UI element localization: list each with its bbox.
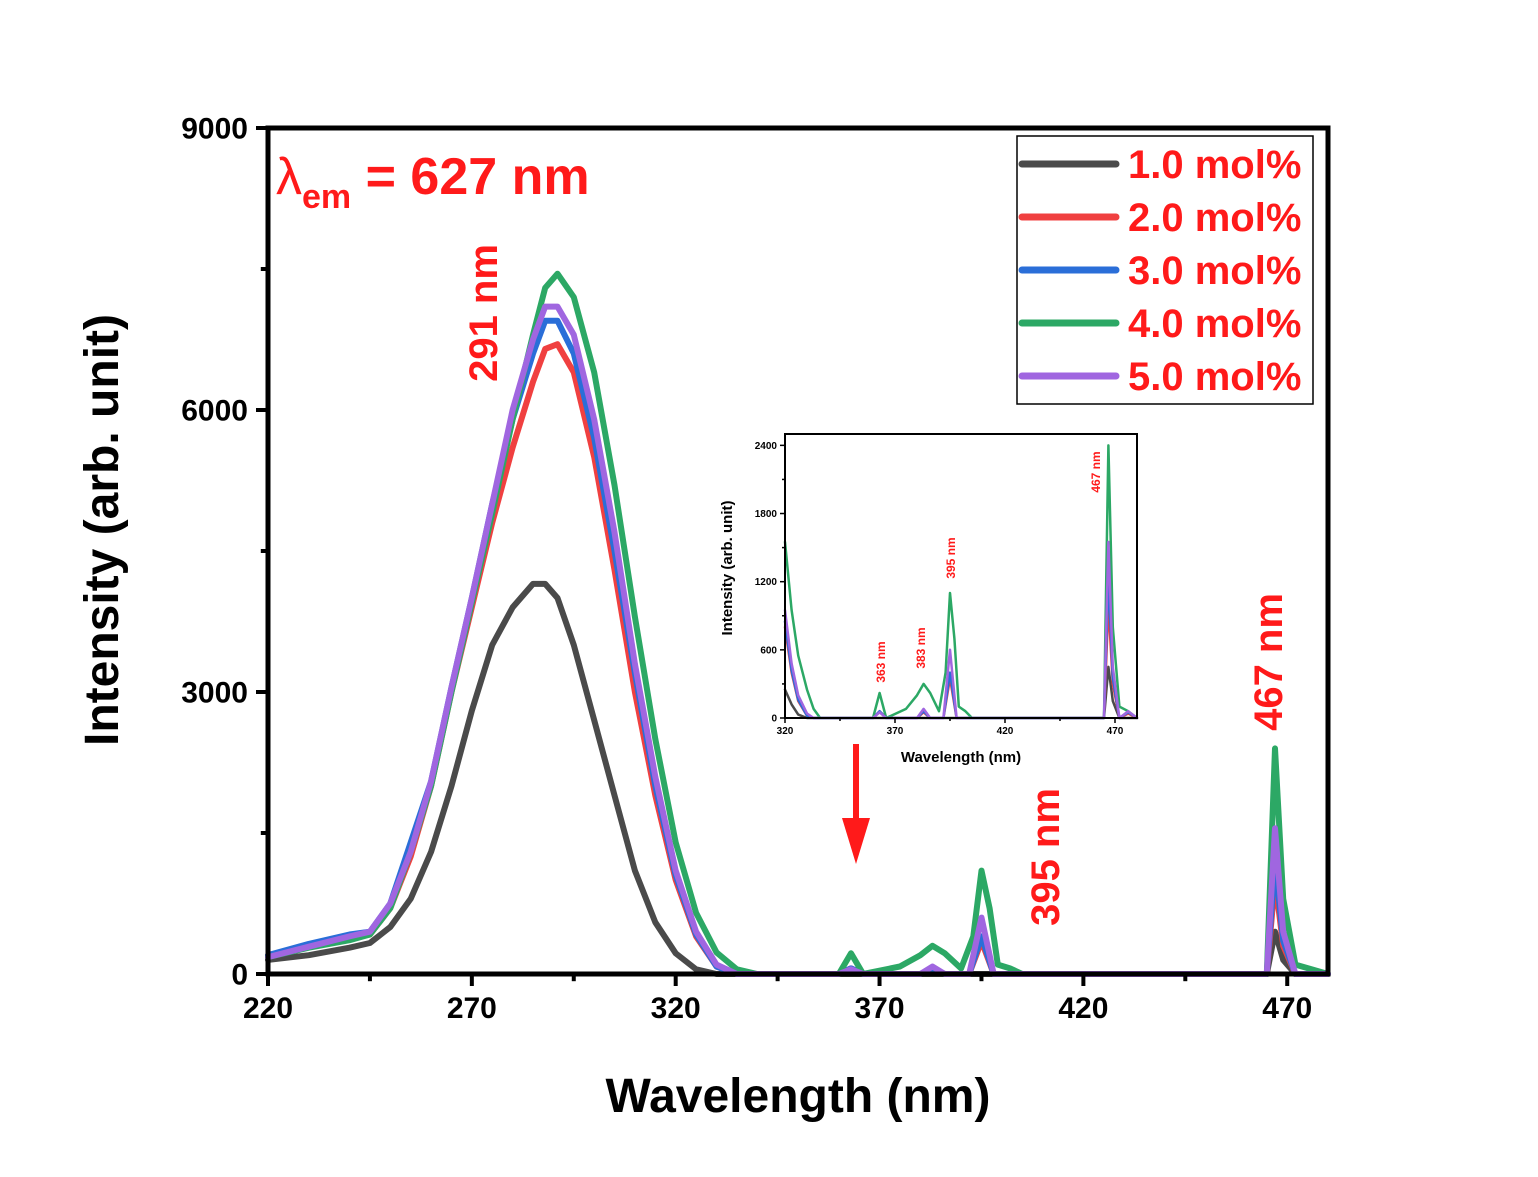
inset-peak-label-363: 363 nm [874,641,888,682]
peak-label-467: 467 nm [1247,593,1291,731]
main-x-ticks: 220 270 320 370 420 470 [243,974,1312,1025]
inset-plot-frame [784,433,1138,719]
main-y-ticks: 0 3000 6000 9000 [181,113,268,992]
inset-y-ticks: 0 600 1200 1800 2400 [755,441,785,725]
inset-y-tick-label: 0 [771,714,777,725]
main-x-tick-label: 220 [243,992,293,1025]
legend-label-3: 3.0 mol% [1128,249,1301,293]
inset-series-group [783,444,1139,720]
inset-plot: 0 600 1200 1800 2400 320 370 420 470 Wavelength… [719,433,1139,766]
inset-x-axis-title: Wavelength (nm) [901,749,1021,766]
emission-wavelength-annotation: λem = 627 nm [276,148,590,216]
inset-x-tick-label: 370 [887,726,904,737]
main-x-tick-label: 470 [1262,992,1312,1025]
main-y-tick-label: 0 [231,959,248,992]
inset-background [785,434,1137,718]
inset-y-tick-label: 600 [760,645,777,656]
lambda-subscript: em [302,178,351,216]
inset-y-axis-title: Intensity (arb. unit) [719,500,736,635]
inset-x-tick-label: 420 [997,726,1014,737]
inset-y-tick-label: 2400 [755,441,778,452]
inset-series-line-4 [783,444,1139,720]
down-arrow-icon [842,744,870,864]
inset-x-tick-label: 320 [777,726,794,737]
inset-y-tick-label: 1200 [755,577,778,588]
main-x-tick-label: 370 [855,992,905,1025]
peak-label-291: 291 nm [462,244,506,382]
inset-peak-label-395: 395 nm [944,537,958,578]
inset-y-tick-label: 1800 [755,509,778,520]
lambda-symbol: λ [276,148,302,206]
legend-label-4: 4.0 mol% [1128,302,1301,346]
inset-x-ticks: 320 370 420 470 [777,718,1124,737]
lambda-value: = 627 nm [351,148,589,206]
legend-label-5: 5.0 mol% [1128,355,1301,399]
inset-series-line-5 [783,540,1139,720]
main-series-line-5 [265,303,1331,977]
inset-x-tick-label: 470 [1107,726,1124,737]
main-x-tick-label: 270 [447,992,497,1025]
legend-items: 1.0 mol% 2.0 mol% 3.0 mol% 4.0 mol% 5.0 mol% [1018,143,1301,399]
main-x-axis-title: Wavelength (nm) [606,1070,991,1123]
main-y-tick-label: 3000 [181,677,248,710]
inset-peak-label-467: 467 nm [1089,451,1103,492]
main-y-tick-label: 6000 [181,395,248,428]
legend-label-1: 1.0 mol% [1128,143,1301,187]
legend: 1.0 mol% 2.0 mol% 3.0 mol% 4.0 mol% 5.0 mol% [1016,135,1314,405]
main-y-tick-label: 9000 [181,113,248,146]
main-x-tick-label: 420 [1058,992,1108,1025]
main-y-axis-title: Intensity (arb. unit) [76,314,129,746]
inset-peak-label-383: 383 nm [914,627,928,668]
main-x-tick-label: 320 [651,992,701,1025]
legend-label-2: 2.0 mol% [1128,196,1301,240]
peak-label-395: 395 nm [1024,788,1068,926]
